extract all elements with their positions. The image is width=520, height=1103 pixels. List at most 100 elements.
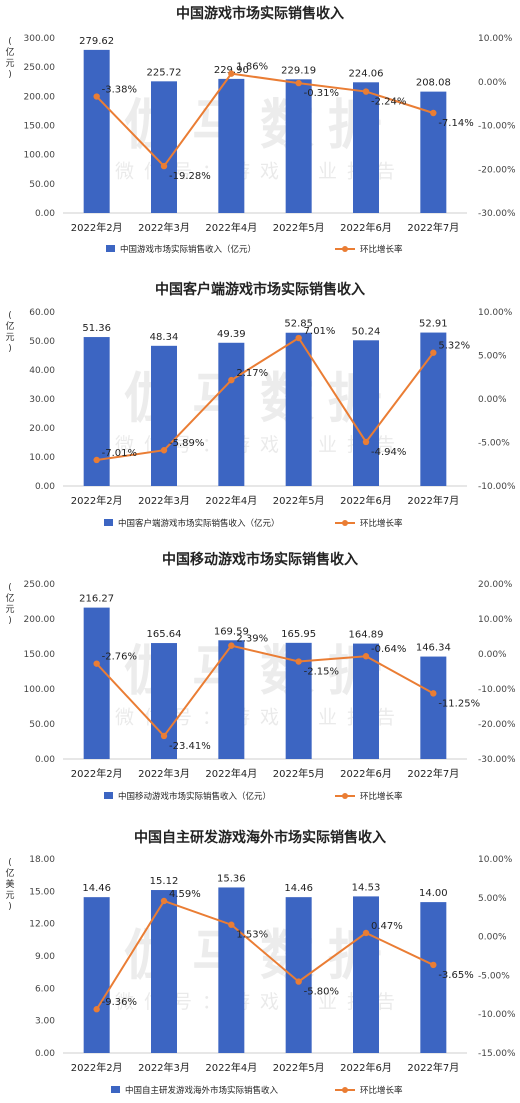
bar-value-label: 169.59 [214,626,249,637]
y2-axis-tick-label: -20.00% [478,720,516,730]
category-label: 2022年6月 [340,221,392,234]
growth-rate-point [228,642,235,649]
y-axis-tick-label: 250.00 [24,63,56,73]
legend-line-marker [342,520,348,526]
growth-rate-point [295,658,302,665]
growth-rate-label: -3.65% [438,970,473,981]
bar-value-label: 49.39 [217,329,246,340]
y2-axis-tick-label: 0.00% [478,395,507,405]
growth-rate-label: -2.76% [102,652,137,663]
y-axis-tick-label: 60.00 [29,308,55,318]
chart-svg: 伽马数据微信号：游戏产业报告中国游戏市场实际销售收入(亿元)0.0050.001… [5,5,516,255]
watermark-subtext: 微信号：游戏产业报告 [115,161,405,183]
bar [151,890,177,1053]
bar-value-label: 14.00 [419,888,448,899]
growth-rate-point [430,109,437,117]
y-axis-unit-char: 亿 [5,592,14,604]
bar [285,332,312,486]
watermark-subtext: 微信号：游戏产业报告 [115,991,405,1013]
category-label: 2022年4月 [205,767,257,780]
bar [218,342,245,486]
bar-value-label: 48.34 [150,332,179,343]
bar [83,897,110,1053]
bar-value-label: 165.95 [281,629,316,640]
category-label: 2022年6月 [340,494,392,507]
growth-rate-point [93,660,100,667]
category-label: 2022年5月 [273,1061,325,1074]
bar [218,640,245,759]
legend-bar-swatch [111,1086,120,1093]
y-axis-tick-label: 18.00 [29,855,55,865]
y-axis-tick-label: 0.00 [35,482,55,492]
y-axis-unit-char: ( [8,858,12,868]
y-axis-unit-char: ) [8,344,12,354]
category-label: 2022年5月 [273,221,325,234]
y2-axis-tick-label: -30.00% [478,755,516,765]
y2-axis-tick-label: -10.00% [478,685,516,695]
bar [151,81,177,213]
bar-value-label: 229.90 [214,65,249,76]
bar-value-label: 229.19 [281,65,316,76]
y-axis-tick-label: 6.00 [35,984,55,994]
growth-rate-line [95,644,434,738]
growth-rate-label: 7.01% [304,326,336,337]
bar-value-label: 52.91 [419,319,448,330]
y2-axis-tick-label: -5.00% [478,439,510,449]
bar [420,656,447,759]
growth-rate-label: -5.80% [304,987,339,998]
legend-line-marker [342,1087,348,1093]
bar-value-label: 224.06 [349,68,384,79]
y2-axis-tick-label: 10.00% [478,308,513,318]
growth-rate-line [95,72,434,168]
legend-bar-label: 中国自主研发游戏海外市场实际销售收入 [125,1085,279,1096]
y-axis-unit-label: (亿元) [5,583,14,626]
category-label: 2022年7月 [407,767,459,780]
bar [420,902,447,1053]
y2-axis-tick-label: 10.00% [478,34,513,44]
growth-rate-line [96,336,435,461]
y-axis-tick-label: 150.00 [24,122,56,132]
growth-rate-point [295,79,302,87]
legend-bar-label: 中国移动游戏市场实际销售收入（亿元） [118,791,271,802]
growth-rate-point [362,653,370,660]
growth-rate-label: -19.28% [169,171,211,182]
bar-value-label: 15.12 [150,876,179,887]
y-axis-unit-char: 元 [5,59,14,69]
category-label: 2022年4月 [205,221,257,234]
y-axis-tick-label: 250.00 [24,580,56,590]
growth-rate-point [93,1006,100,1013]
bar-value-label: 15.36 [217,873,246,884]
bar-value-label: 225.72 [147,67,182,78]
growth-rate-label: -23.41% [169,741,211,752]
growth-rate-label: -5.89% [169,438,204,449]
growth-rate-label: -2.15% [304,667,339,678]
bar-value-label: 164.89 [349,630,384,641]
bar [83,337,110,486]
bar [218,78,245,214]
y-axis-tick-label: 300.00 [24,34,56,44]
growth-rate-label: -7.01% [102,448,137,459]
y-axis-tick-label: 3.00 [35,1017,55,1027]
growth-rate-label: -0.64% [371,644,406,655]
category-label: 2022年3月 [138,494,190,507]
legend-line-marker [342,793,348,799]
chart-panel: 伽马数据 微信号：游戏产业报告 中国客户端游戏市场实际销售收入 (亿元) 0.00 10.… [0,276,520,548]
y-axis-tick-label: 100.00 [24,685,56,695]
bar-value-label: 50.24 [352,326,381,337]
bar [353,896,379,1053]
y2-axis-tick-label: -10.00% [478,482,516,492]
growth-rate-point [362,88,370,95]
growth-rate-label: 4.59% [169,889,201,900]
y2-axis-tick-label: 0.00% [478,78,507,88]
legend-line-label: 环比增长率 [360,791,403,802]
bar [353,82,379,213]
category-label: 2022年6月 [340,1061,392,1074]
bar [218,887,245,1053]
bar-value-label: 216.27 [79,594,114,605]
y-axis-tick-label: 12.00 [29,920,55,930]
growth-rate-point [430,961,437,969]
bar-value-label: 51.36 [82,323,111,334]
watermark-subtext: 微信号：游戏产业报告 [115,434,405,456]
growth-rate-point [160,732,168,740]
growth-rate-label: -9.36% [102,997,137,1008]
